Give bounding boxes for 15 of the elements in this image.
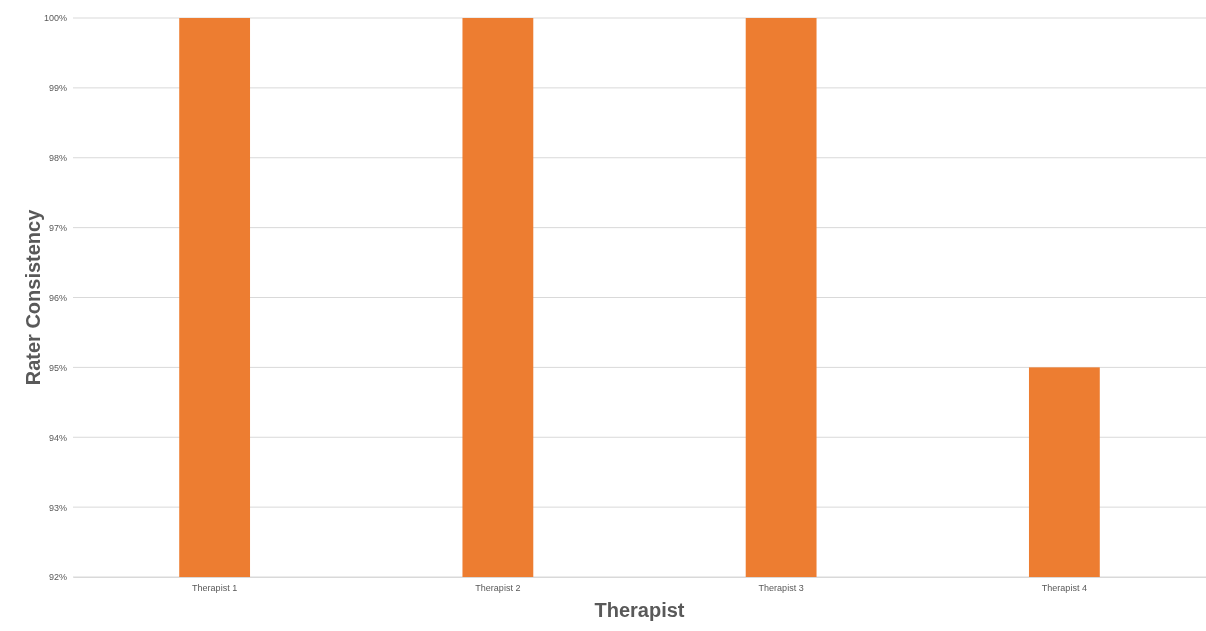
x-tick-label: Therapist 1 xyxy=(192,583,238,594)
y-tick-label: 98% xyxy=(48,153,67,164)
y-tick-label: 94% xyxy=(48,432,67,443)
y-tick-label: 97% xyxy=(48,223,67,234)
y-tick-label: 92% xyxy=(48,572,67,583)
x-axis-title: Therapist xyxy=(594,599,685,621)
y-axis-title: Rater Consistency xyxy=(22,208,44,386)
y-tick-label: 96% xyxy=(48,292,67,303)
y-tick-label: 100% xyxy=(43,13,67,24)
y-tick-label: 93% xyxy=(48,502,67,513)
y-tick-label: 99% xyxy=(48,83,67,94)
x-tick-label: Therapist 3 xyxy=(758,583,804,594)
x-tick-label: Therapist 4 xyxy=(1041,583,1087,594)
x-tick-label: Therapist 2 xyxy=(475,583,521,594)
y-tick-label: 95% xyxy=(48,362,67,373)
